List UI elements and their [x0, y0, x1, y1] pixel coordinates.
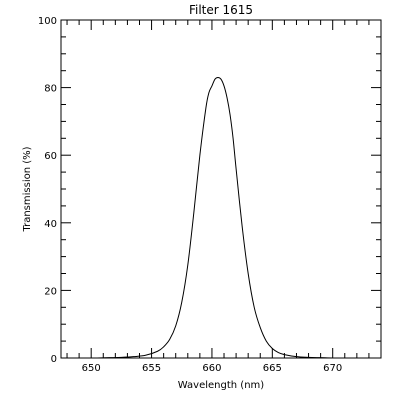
- axis-ticks: [61, 19, 382, 359]
- x-tick-label: 670: [323, 363, 342, 374]
- y-tick-label: 60: [44, 151, 57, 162]
- x-tick-label: 655: [142, 363, 161, 374]
- y-axis-label: Transmission (%): [22, 146, 33, 232]
- x-tick-label: 650: [82, 363, 101, 374]
- y-tick-label: 80: [44, 84, 57, 95]
- y-tick-label: 0: [51, 354, 57, 365]
- transmission-curve: [97, 76, 351, 359]
- x-axis-label: Wavelength (nm): [178, 380, 264, 391]
- x-tick-label: 660: [202, 363, 221, 374]
- chart-title: Filter 1615: [189, 3, 253, 17]
- x-tick-label: 665: [263, 363, 282, 374]
- plot-frame: [60, 19, 382, 359]
- axis-tick-labels: 650 655 660 665 670 0 20 40 60 80 100: [38, 16, 342, 374]
- y-tick-label: 20: [44, 286, 57, 297]
- y-tick-label: 40: [44, 219, 57, 230]
- y-tick-label: 100: [38, 16, 57, 27]
